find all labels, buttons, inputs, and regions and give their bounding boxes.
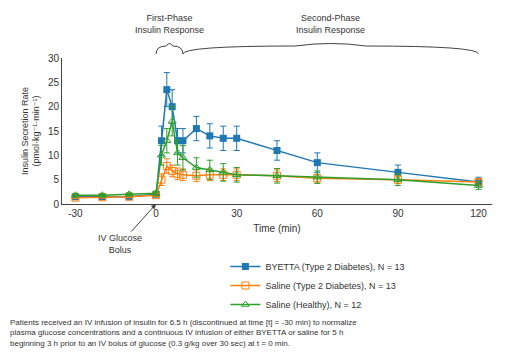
svg-text:BYETTA (Type 2 Diabetes), N =: BYETTA (Type 2 Diabetes), N = 13: [265, 262, 404, 272]
svg-text:25: 25: [48, 77, 60, 88]
svg-text:0: 0: [153, 208, 159, 219]
svg-text:Second-PhaseInsulin Response: Second-PhaseInsulin Response: [296, 13, 365, 35]
svg-text:120: 120: [470, 208, 487, 219]
svg-text:Saline (Healthy), N = 12: Saline (Healthy), N = 12: [265, 300, 361, 310]
svg-text:-30: -30: [68, 208, 83, 219]
svg-text:15: 15: [48, 126, 60, 137]
svg-text:Saline (Type 2 Diabetes), N =: Saline (Type 2 Diabetes), N = 13: [265, 281, 395, 291]
svg-text:30: 30: [231, 208, 243, 219]
svg-text:30: 30: [48, 53, 60, 64]
svg-text:5: 5: [53, 174, 59, 185]
svg-text:Patients received an IV infusi: Patients received an IV infusion of insu…: [10, 318, 357, 348]
svg-text:10: 10: [48, 150, 60, 161]
svg-text:20: 20: [48, 101, 60, 112]
svg-text:90: 90: [392, 208, 404, 219]
svg-text:0: 0: [53, 199, 59, 210]
svg-text:IV GlucoseBolus: IV GlucoseBolus: [98, 233, 142, 255]
svg-text:First-PhaseInsulin Response: First-PhaseInsulin Response: [135, 13, 204, 35]
svg-text:Insulin Secretion Rate(pmol·kg: Insulin Secretion Rate(pmol·kg⁻¹·min⁻¹): [20, 87, 42, 175]
svg-text:Time (min): Time (min): [253, 223, 300, 234]
svg-text:60: 60: [312, 208, 324, 219]
